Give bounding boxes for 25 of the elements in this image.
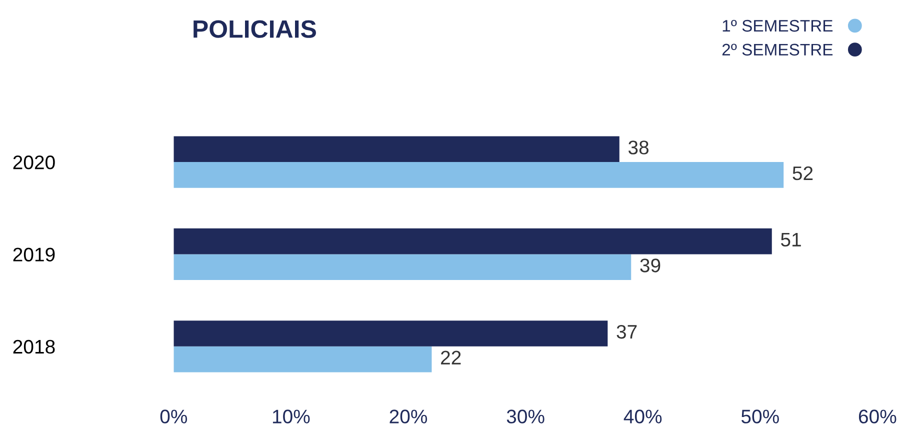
x-tick-label: 40% [624, 410, 662, 424]
bar [174, 320, 608, 346]
y-tick-label: 2018 [13, 340, 55, 354]
x-tick-label: 50% [741, 410, 779, 424]
data-label: 51 [780, 232, 801, 247]
bar [174, 136, 620, 162]
x-tick-label: 0% [160, 410, 188, 424]
bar [174, 346, 432, 372]
bar [174, 254, 632, 280]
data-label: 37 [616, 324, 637, 339]
legend-label: 2º SEMESTRE [722, 44, 833, 56]
x-tick-label: 60% [858, 410, 896, 424]
x-tick-label: 20% [390, 410, 428, 424]
bar [174, 162, 784, 188]
chart-title: POLICIAIS [194, 20, 316, 38]
y-tick-label: 2019 [13, 248, 55, 262]
data-label: 38 [628, 140, 649, 154]
x-tick-label: 10% [272, 410, 310, 424]
x-tick-label: 30% [506, 410, 544, 424]
y-tick-label: 2020 [13, 156, 55, 170]
bar [174, 228, 772, 254]
data-label: 39 [640, 258, 660, 272]
data-label: 22 [441, 350, 461, 364]
legend-label: 1º SEMESTRE [722, 20, 833, 32]
data-label: 52 [792, 166, 813, 180]
